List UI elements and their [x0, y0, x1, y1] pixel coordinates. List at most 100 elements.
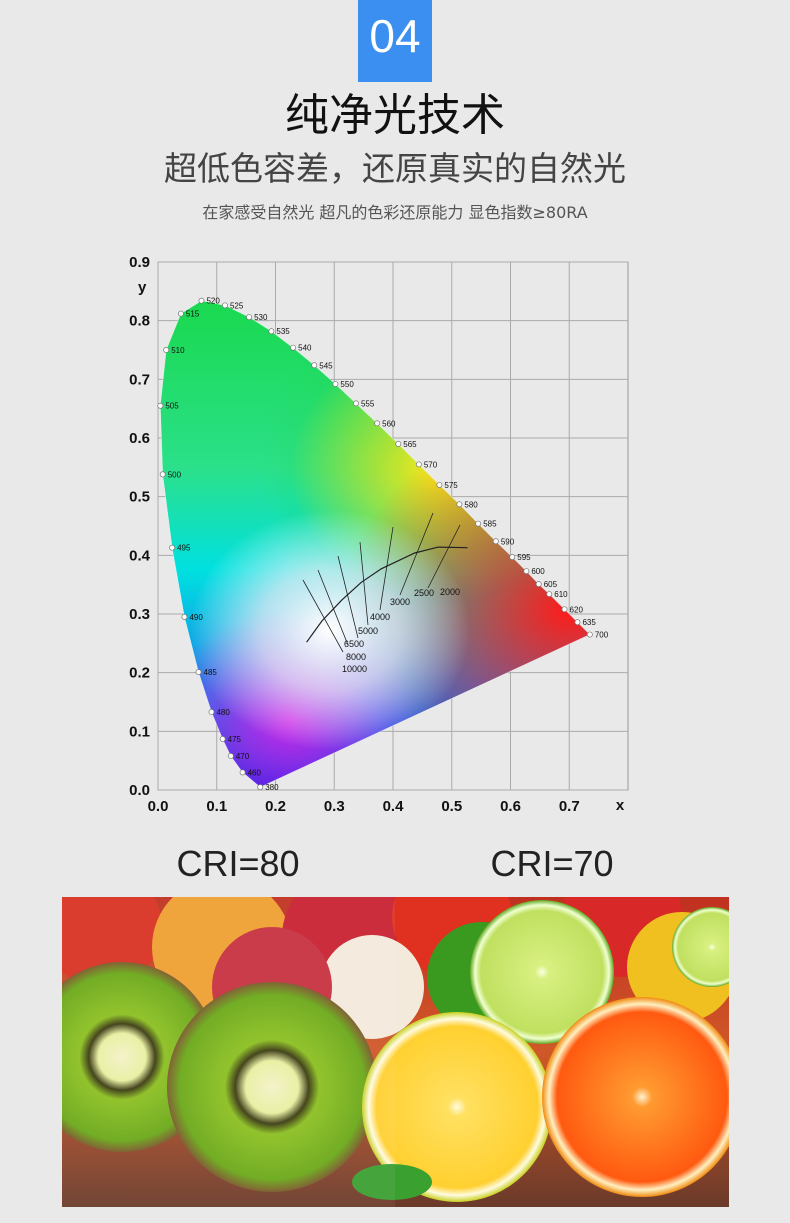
badge: 04	[369, 10, 420, 62]
y-tick-label: 0.4	[129, 547, 151, 564]
locus-point	[353, 400, 359, 407]
wavelength-label: 565	[403, 440, 417, 449]
wavelength-label: 525	[230, 301, 244, 310]
y-tick-label: 0.1	[129, 723, 150, 740]
locus-point	[222, 302, 228, 309]
locus-point	[157, 402, 164, 409]
locus-point	[395, 440, 402, 447]
locus-point	[311, 362, 318, 369]
y-tick-label: 0.6	[129, 430, 150, 447]
locus-point	[509, 554, 516, 561]
wavelength-label: 595	[517, 553, 531, 562]
locus-point	[239, 769, 246, 776]
locus-point	[208, 709, 215, 715]
locus-point	[159, 471, 166, 478]
y-tick-label: 0.3	[129, 606, 150, 623]
locus-point	[198, 297, 205, 304]
wavelength-label: 560	[382, 419, 396, 428]
locus-point	[492, 538, 499, 545]
wavelength-label: 505	[165, 402, 179, 411]
cct-label: 4000	[370, 612, 390, 622]
locus-point	[169, 544, 176, 551]
locus-point	[268, 328, 275, 335]
x-tick-label: 0.0	[148, 798, 169, 815]
wavelength-label: 470	[236, 752, 250, 761]
wavelength-label: 620	[570, 605, 584, 614]
locus-point	[181, 613, 188, 620]
cct-label: 8000	[346, 652, 366, 662]
wavelength-label: 480	[216, 708, 230, 717]
title: 纯净光技术	[285, 90, 505, 141]
locus-point	[227, 753, 234, 759]
wavelength-label: 570	[424, 460, 438, 469]
wavelength-label: 515	[186, 310, 200, 319]
wavelength-label: 555	[361, 399, 375, 408]
subtitle: 超低色容差，还原真实的自然光	[164, 149, 626, 188]
locus-point	[523, 568, 530, 575]
wavelength-label: 490	[189, 613, 203, 622]
wavelength-label: 600	[531, 567, 545, 576]
wavelength-label: 475	[228, 735, 242, 744]
locus-point	[163, 347, 170, 353]
y-tick-label: 0.5	[129, 489, 150, 506]
locus-point	[456, 501, 463, 508]
locus-point	[546, 591, 553, 598]
locus-point	[415, 461, 422, 468]
wavelength-label: 500	[168, 470, 182, 479]
wavelength-label: 575	[444, 481, 458, 490]
y-tick-label: 0.0	[129, 782, 150, 799]
compare-left: CRI=80	[176, 843, 299, 884]
wavelength-label: 485	[204, 668, 218, 677]
cct-label: 2500	[414, 588, 434, 598]
wavelength-label: 460	[248, 768, 262, 777]
wavelength-label: 510	[171, 346, 185, 355]
wavelength-label: 380	[265, 783, 279, 792]
locus-point	[535, 581, 542, 588]
y-tick-label: 0.8	[129, 313, 150, 330]
x-tick-label: 0.7	[559, 798, 580, 815]
locus-point	[257, 784, 264, 791]
y-tick-label: 0.2	[129, 665, 150, 682]
wavelength-label: 495	[177, 544, 191, 553]
badge-box	[358, 0, 432, 82]
wavelength-label: 585	[483, 520, 497, 529]
y-tick-label: 0.9	[129, 254, 150, 271]
description: 在家感受自然光 超凡的色彩还原能力 显色指数≥80RA	[202, 203, 587, 222]
gamut-fill	[160, 300, 590, 788]
locus-point	[586, 631, 593, 638]
wavelength-label: 700	[595, 631, 609, 640]
wavelength-label: 520	[206, 297, 220, 306]
wavelength-label: 605	[544, 580, 558, 589]
wavelength-label: 545	[319, 361, 333, 370]
wavelength-label: 540	[298, 344, 312, 353]
locus-point	[246, 314, 253, 321]
wavelength-label: 635	[582, 618, 596, 627]
wavelength-label: 610	[554, 590, 568, 599]
locus-point	[475, 520, 482, 527]
locus-point	[374, 420, 381, 427]
isotherms	[302, 512, 461, 653]
x-axis-label: x	[616, 797, 625, 814]
x-tick-label: 0.6	[500, 798, 521, 815]
planckian-locus	[306, 546, 468, 643]
x-tick-label: 0.4	[383, 798, 405, 815]
cct-label: 6500	[344, 639, 364, 649]
cct-label: 10000	[342, 664, 367, 674]
wavelength-label: 530	[254, 313, 268, 322]
wavelength-label: 580	[464, 500, 478, 509]
locus-point	[219, 736, 226, 742]
y-axis-label: y	[138, 279, 147, 296]
locus-point	[177, 310, 184, 317]
locus-point	[195, 669, 202, 676]
cct-label: 5000	[358, 626, 378, 636]
locus-point	[574, 619, 581, 626]
wavelength-label: 550	[340, 380, 354, 389]
x-tick-label: 0.1	[206, 798, 227, 815]
locus-point	[561, 606, 568, 613]
fruit-photo	[62, 897, 729, 1207]
locus-point	[436, 481, 443, 488]
locus-point	[332, 381, 339, 387]
